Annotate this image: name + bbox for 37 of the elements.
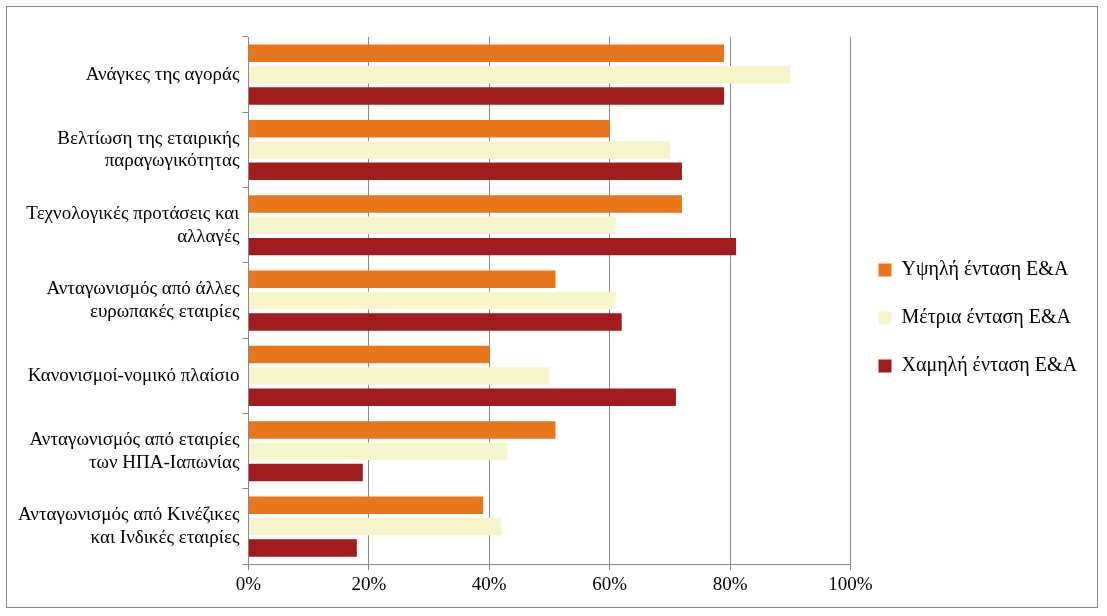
- bar: [248, 119, 610, 138]
- bar: [248, 195, 682, 213]
- legend-label: Μέτρια ένταση Ε&Α: [901, 305, 1072, 329]
- y-tick-label: Κανονισμοί-νομικό πλαίσιο: [27, 363, 240, 385]
- legend-label: Υψηλή ένταση Ε&Α: [901, 257, 1069, 281]
- bar: [248, 367, 550, 385]
- bar: [248, 388, 676, 406]
- bar: [248, 65, 791, 84]
- bar: [248, 313, 622, 331]
- x-tick-label: 0%: [235, 572, 262, 594]
- x-tick-label: 60%: [592, 572, 628, 594]
- bar: [248, 517, 502, 536]
- bar: [248, 216, 616, 235]
- bar: [248, 345, 490, 364]
- bar: [248, 44, 725, 63]
- bar: [248, 463, 363, 482]
- y-tick-label: Ανάγκες της αγοράς: [85, 62, 240, 84]
- y-tick-label: Βελτίωση της εταιρικής παραγωγικότητας: [57, 126, 240, 171]
- x-tick-label: 80%: [712, 572, 748, 594]
- x-tick-label: 100%: [828, 572, 873, 594]
- bar: [248, 141, 670, 159]
- x-tick-label: 20%: [351, 572, 387, 594]
- bar: [248, 442, 508, 460]
- bar: [248, 87, 725, 105]
- bar: [248, 237, 737, 256]
- bar: [248, 270, 556, 289]
- bar: [248, 162, 682, 181]
- x-tick-label: 40%: [471, 572, 507, 594]
- bar: [248, 539, 357, 557]
- y-tick-label: Τεχνολογικές προτάσεις και αλλαγές: [26, 201, 241, 246]
- bar: [248, 496, 484, 514]
- bar: [248, 291, 616, 310]
- legend-label: Χαμηλή ένταση Ε&Α: [901, 353, 1078, 377]
- bar: [248, 421, 556, 439]
- y-tick-label: Ανταγωνισμός από άλλες ευρωπακές εταιρίες: [46, 277, 240, 321]
- y-tick-label: Ανταγωνισμός από Κινέζικες και Ινδικές εταιρίες: [17, 503, 240, 547]
- y-tick-label: Ανταγωνισμός από εταιρίες των ΗΠΑ-Ιαπωνίας: [29, 427, 240, 472]
